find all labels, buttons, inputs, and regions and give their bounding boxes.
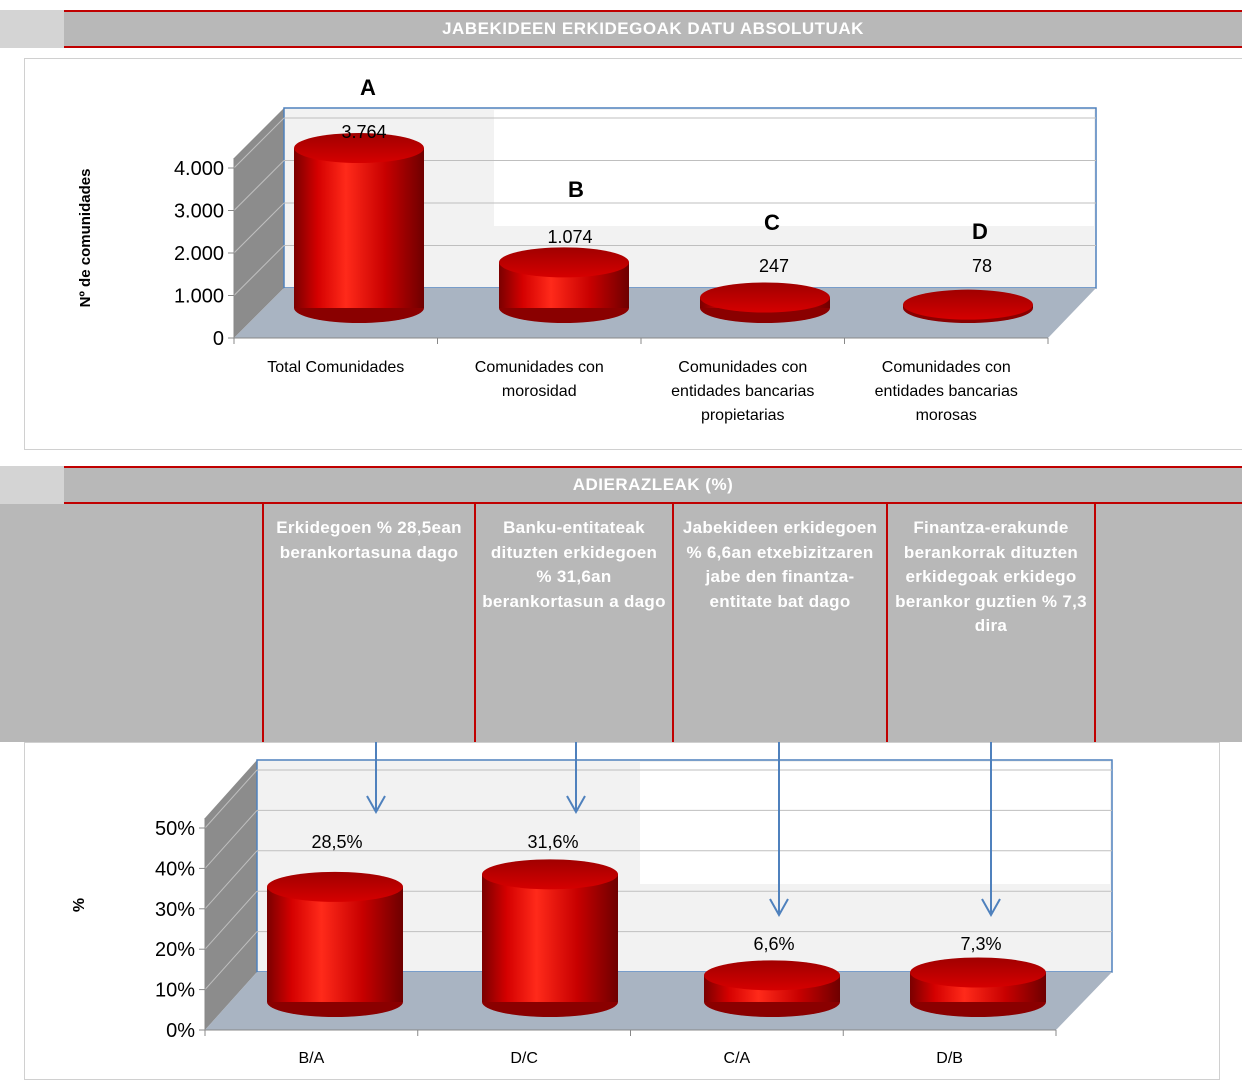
gridline-side xyxy=(233,160,285,211)
y-tick-label: 3.000 xyxy=(174,201,224,223)
data-label: 78 xyxy=(972,256,992,276)
data-label: 1.074 xyxy=(547,227,592,247)
header-corner-block xyxy=(0,466,64,504)
indicator-cell: Banku-entitateak dituzten erkidegoen % 3… xyxy=(476,504,674,742)
bar-letter-label: A xyxy=(360,75,376,100)
x-category-label: Comunidades con entidades bancarias morosa… xyxy=(875,359,1018,424)
bar-cylinder xyxy=(903,289,1033,323)
x-category-label-line: Total Comunidades xyxy=(267,359,404,376)
indicator-cell: Jabekideen erkidegoen % 6,6an etxebizitz… xyxy=(674,504,888,742)
y-tick-label: 2.000 xyxy=(174,243,224,265)
x-category-label-line: morosidad xyxy=(502,383,577,400)
bar-cylinder xyxy=(499,247,629,323)
bar-letter-label: D xyxy=(972,219,988,244)
bar-top xyxy=(700,282,830,313)
y-tick-label: 1.000 xyxy=(174,286,224,308)
x-category-label-line: entidades bancarias xyxy=(875,383,1018,400)
absolute-data-header: JABEKIDEEN ERKIDEGOAK DATU ABSOLUTUAK xyxy=(0,10,1242,48)
bar-letter-label: B xyxy=(568,177,584,202)
floor xyxy=(234,288,1096,338)
back-wall-highlight xyxy=(494,110,1094,226)
bar-letter-label: C xyxy=(764,210,780,235)
indicator-empty-cell xyxy=(0,504,264,742)
header-corner-block xyxy=(0,10,64,48)
bar-top xyxy=(903,289,1033,320)
absolute-communities-chart: 0 1.000 2.000 3.000 4.000 Nº de comunidades To… xyxy=(77,75,1097,424)
y-axis-label: Nº de comunidades xyxy=(77,169,94,308)
x-category-label: Comunidades con morosidad xyxy=(475,359,604,400)
indicator-empty-cell xyxy=(1096,504,1242,742)
percentage-chart-frame xyxy=(24,742,1220,1080)
x-category-label-line: morosas xyxy=(916,407,977,424)
left-wall xyxy=(234,108,284,338)
bar-body xyxy=(294,148,424,308)
header-bar xyxy=(64,466,1242,504)
indicator-text: Erkidegoen % 28,5ean berankortasuna dago xyxy=(276,518,462,562)
data-label: 3.764 xyxy=(341,122,386,142)
x-category-label-line: Comunidades con xyxy=(475,359,604,376)
x-category-label-line: Comunidades con xyxy=(678,359,807,376)
x-category-label-line: propietarias xyxy=(701,407,785,424)
gridline-side xyxy=(233,245,285,296)
y-tick-label: 0 xyxy=(213,328,224,350)
header-bar xyxy=(64,10,1242,48)
gridline-side xyxy=(233,117,285,169)
gridline-side xyxy=(233,202,285,254)
indicator-cell: Erkidegoen % 28,5ean berankortasuna dago xyxy=(264,504,476,742)
bar-cylinder xyxy=(294,133,424,323)
indicator-cell: Finantza-erakunde berankorrak dituzten e… xyxy=(888,504,1096,742)
indicators-row: Erkidegoen % 28,5ean berankortasuna dago… xyxy=(0,504,1242,742)
header-title: JABEKIDEEN ERKIDEGOAK DATU ABSOLUTUAK xyxy=(442,19,864,38)
indicator-text: Jabekideen erkidegoen % 6,6an etxebizitz… xyxy=(682,518,878,611)
header-title: ADIERAZLEAK (%) xyxy=(572,475,734,494)
indicators-header: ADIERAZLEAK (%) xyxy=(0,466,1242,504)
indicator-text: Banku-entitateak dituzten erkidegoen % 3… xyxy=(482,518,666,611)
data-label: 247 xyxy=(759,256,789,276)
bar-top xyxy=(294,133,424,164)
bar-cylinder xyxy=(700,282,830,323)
x-category-label-line: entidades bancarias xyxy=(671,383,814,400)
x-category-label-line: Comunidades con xyxy=(882,359,1011,376)
y-tick-label: 4.000 xyxy=(174,158,224,180)
bar-top xyxy=(499,247,629,278)
indicator-text: Finantza-erakunde berankorrak dituzten e… xyxy=(895,518,1087,635)
x-category-label: Total Comunidades xyxy=(267,359,404,376)
x-category-label: Comunidades con entidades bancarias propie… xyxy=(671,359,814,424)
